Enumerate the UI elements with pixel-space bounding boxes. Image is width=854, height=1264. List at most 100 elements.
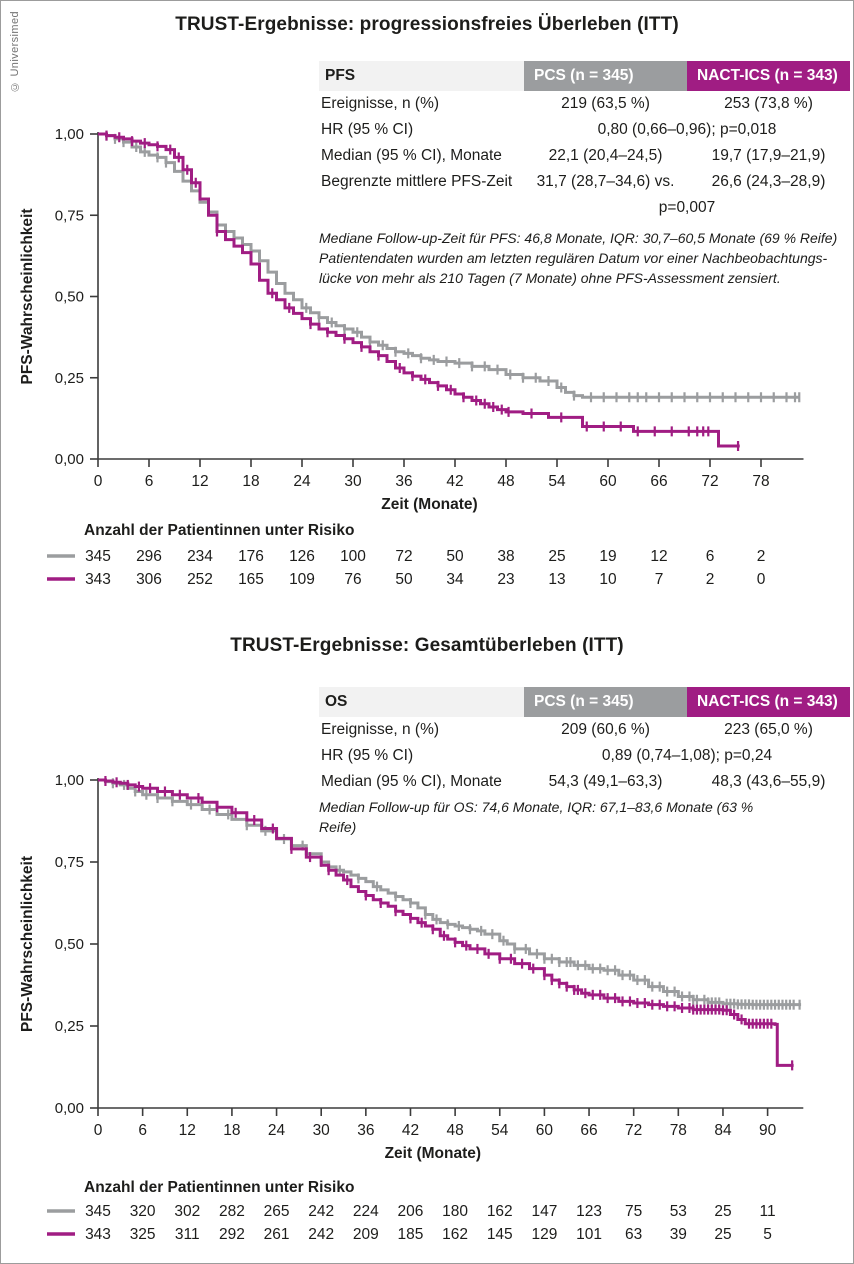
x-tick-label: 60: [536, 1122, 554, 1139]
pcs-column-header: PCS (n = 345): [524, 687, 687, 717]
risk-count: 25: [714, 1226, 731, 1243]
x-tick-label: 72: [625, 1122, 642, 1139]
pfs-corner-label: PFS: [319, 61, 524, 91]
nact-ics-risk-row: 343 306 252 165 109 76 50 34 23 13 10 7 2 0: [85, 571, 766, 588]
os-footnote: Median Follow-up für OS: 74,6 Monate, IQ…: [319, 797, 850, 837]
nact-ics-censor-marks: [105, 130, 740, 451]
x-tick-label: 12: [179, 1122, 196, 1139]
os-corner-label: OS: [319, 687, 524, 717]
risk-count: 13: [548, 571, 565, 588]
pcs-survival-curve: [98, 778, 802, 1007]
risk-count: 206: [398, 1203, 424, 1220]
footnote-line: Median Follow-up für OS: 74,6 Monate, IQ…: [319, 799, 754, 815]
x-tick-label: 54: [548, 473, 566, 490]
y-tick-label: 0,25: [55, 1018, 84, 1035]
y-axis-title: PFS-Wahrscheinlichkeit: [19, 209, 36, 385]
risk-count: 101: [576, 1226, 602, 1243]
risk-count: 19: [599, 548, 616, 565]
nact-ics-risk-row: 343 325 311 292 261 242 209 185 162 145 129 101 63 39…: [85, 1226, 772, 1243]
x-tick-label: 42: [446, 473, 463, 490]
risk-count: 6: [706, 548, 715, 565]
x-tick-label: 66: [650, 473, 667, 490]
y-tick-label: 0,00: [55, 1100, 84, 1117]
stats-span-value: p=0,007: [658, 198, 716, 216]
risk-count: 72: [395, 548, 412, 565]
risk-count: 5: [763, 1226, 772, 1243]
risk-table-title: Anzahl der Patientinnen unter Risiko: [84, 1179, 354, 1196]
x-tick-label: 66: [580, 1122, 597, 1139]
risk-count: 282: [219, 1203, 245, 1220]
x-tick-label: 18: [242, 473, 259, 490]
risk-count: 209: [353, 1226, 379, 1243]
os-stats-header-row: OS PCS (n = 345) NACT-ICS (n = 343): [319, 687, 850, 717]
pcs-value: 54,3 (49,1–63,3): [548, 772, 663, 790]
stats-row-label: HR (95 % CI): [321, 746, 414, 764]
nact-value: 223 (65,0 %): [724, 720, 813, 738]
risk-count: 162: [487, 1203, 513, 1220]
pfs-panel-title: TRUST-Ergebnisse: progressionsfreies Übe…: [175, 14, 679, 35]
footnote-line: Patientendaten wurden am letzten regulär…: [319, 250, 828, 267]
stats-row-label: Median (95 % CI), Monate: [321, 146, 502, 164]
x-tick-label: 6: [138, 1122, 147, 1139]
risk-count: 145: [487, 1226, 513, 1243]
nact-column-header: NACT-ICS (n = 343): [687, 61, 850, 91]
stats-row: Begrenzte mittlere PFS-Zeit 31,7 (28,7–34…: [319, 169, 850, 195]
risk-count: 320: [130, 1203, 156, 1220]
pcs-value: 209 (60,6 %): [561, 720, 650, 738]
stats-span-value: 0,89 (0,74–1,08); p=0,24: [601, 746, 773, 764]
os-stats-table: OS PCS (n = 345) NACT-ICS (n = 343) Erei…: [319, 687, 850, 837]
risk-count: 343: [85, 1226, 111, 1243]
x-tick-label: 24: [293, 473, 311, 490]
risk-count: 265: [264, 1203, 290, 1220]
x-tick-label: 6: [145, 473, 154, 490]
risk-count: 0: [757, 571, 766, 588]
risk-count: 345: [85, 1203, 111, 1220]
y-tick-label: 0,50: [55, 289, 84, 306]
nact-ics-survival-curve: [98, 132, 740, 448]
stats-row: Median (95 % CI), Monate 54,3 (49,1–63,3)…: [319, 769, 850, 795]
x-tick-label: 36: [357, 1122, 374, 1139]
pcs-risk-row: 345 296 234 176 126 100 72 50 38 25 19 12 6 2: [85, 548, 765, 565]
risk-count: 50: [446, 548, 464, 565]
risk-count: 50: [395, 571, 413, 588]
risk-count: 63: [625, 1226, 642, 1243]
stats-span-value: 0,80 (0,66–0,96); p=0,018: [597, 120, 777, 138]
x-tick-label: 78: [670, 1122, 687, 1139]
os-km-chart: 1,00 0,75 0,50 0,25 0,00 0 6 12 18 24 30 36 42 48 54 60…: [19, 772, 804, 1243]
risk-count: 325: [130, 1226, 156, 1243]
pcs-value: 219 (63,5 %): [561, 94, 650, 112]
y-tick-label: 0,00: [55, 451, 84, 468]
risk-count: 242: [308, 1203, 334, 1220]
pcs-value: 31,7 (28,7–34,6) vs.: [536, 172, 675, 190]
risk-count: 25: [548, 548, 565, 565]
footnote-line: Mediane Follow-up-Zeit für PFS: 46,8 Mon…: [319, 230, 838, 246]
stats-row: Ereignisse, n (%) 219 (63,5 %) 253 (73,8 %…: [319, 91, 850, 117]
x-tick-label: 90: [759, 1122, 777, 1139]
x-tick-label: 84: [714, 1122, 732, 1139]
y-tick-label: 1,00: [55, 772, 84, 789]
os-panel-title: TRUST-Ergebnisse: Gesamtüberleben (ITT): [230, 635, 624, 656]
nact-column-header: NACT-ICS (n = 343): [687, 687, 850, 717]
risk-count: 2: [706, 571, 715, 588]
y-tick-label: 0,25: [55, 370, 84, 387]
risk-count: 302: [174, 1203, 200, 1220]
footnote-line: lücke von mehr als 210 Tagen (7 Monate) …: [319, 270, 781, 287]
pfs-stats-body: Ereignisse, n (%) 219 (63,5 %) 253 (73,8 %…: [319, 91, 850, 221]
nact-ics-censor-marks: [104, 775, 794, 1071]
stats-row-label: Ereignisse, n (%): [321, 94, 440, 112]
y-tick-label: 0,50: [55, 936, 84, 953]
risk-count: 53: [670, 1203, 687, 1220]
risk-count: 162: [442, 1226, 468, 1243]
risk-count: 252: [187, 571, 213, 588]
y-tick-label: 0,75: [55, 207, 84, 224]
risk-table-title: Anzahl der Patientinnen unter Risiko: [84, 522, 354, 539]
risk-count: 123: [576, 1203, 602, 1220]
risk-count: 23: [497, 571, 514, 588]
x-tick-label: 54: [491, 1122, 509, 1139]
x-tick-label: 78: [752, 473, 769, 490]
risk-count: 10: [599, 571, 617, 588]
risk-count: 176: [238, 548, 264, 565]
x-tick-label: 60: [599, 473, 617, 490]
risk-count: 185: [398, 1226, 424, 1243]
stats-row-label: HR (95 % CI): [321, 120, 414, 138]
